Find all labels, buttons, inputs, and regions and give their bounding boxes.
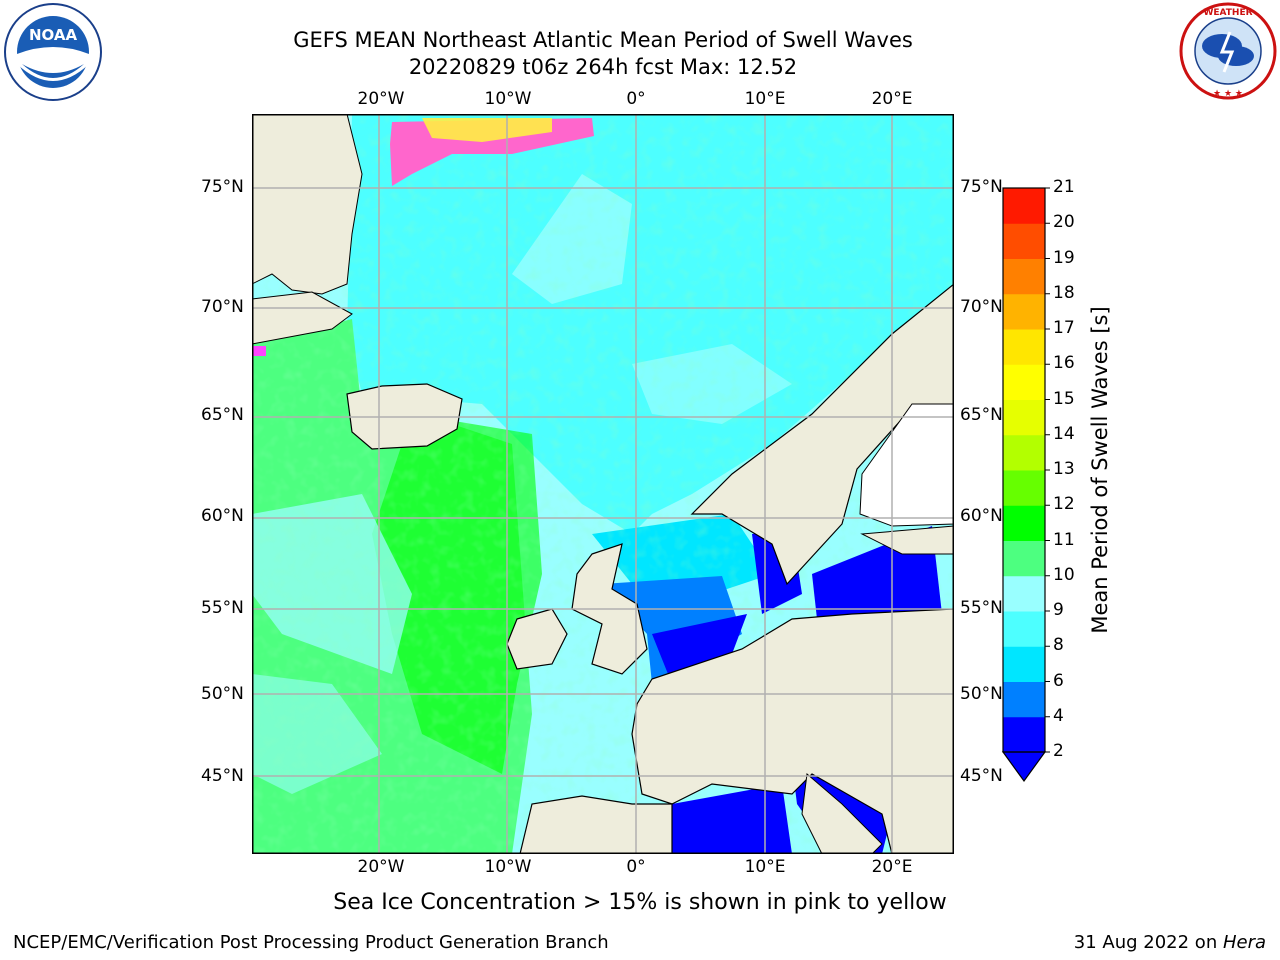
lat-label-right-75n: 75°N: [960, 177, 1003, 197]
colorbar-band: [1003, 223, 1045, 259]
colorbar-band: [1003, 716, 1045, 753]
noaa-logo: NOAA: [4, 3, 102, 101]
footer-credit: NCEP/EMC/Verification Post Processing Pr…: [13, 932, 609, 953]
colorbar-tick-label: 11: [1053, 529, 1075, 550]
lat-label-left-45n: 45°N: [201, 766, 244, 786]
colorbar-band: [1003, 329, 1045, 365]
colorbar-band: [1003, 188, 1045, 224]
colorbar-tick-label: 6: [1053, 670, 1064, 691]
colorbar-band: [1003, 258, 1045, 295]
bothnia-ice: [859, 403, 954, 527]
lat-label-left-65n: 65°N: [201, 405, 244, 425]
colorbar-band: [1003, 646, 1045, 682]
noaa-logo-text: NOAA: [29, 26, 78, 44]
chart-subtitle: 20220829 t06z 264h fcst Max: 12.52: [408, 55, 798, 79]
footer-date-text: 31 Aug 2022 on: [1073, 932, 1223, 953]
lon-label-bottom-10e: 10°E: [744, 857, 786, 877]
colorbar-band: [1003, 575, 1045, 612]
colorbar-band: [1003, 681, 1045, 718]
lon-label-bottom-20w: 20°W: [357, 857, 405, 877]
lon-label-bottom-10w: 10°W: [484, 857, 532, 877]
lat-label-left-70n: 70°N: [201, 297, 244, 317]
graticule: [252, 114, 954, 854]
colorbar-tick-label: 18: [1053, 282, 1075, 303]
lat-label-right-60n: 60°N: [960, 506, 1003, 526]
colorbar-extend-arrow: [1001, 751, 1047, 783]
colorbar-band: [1003, 364, 1045, 400]
colorbar: [1001, 187, 1050, 783]
nws-logo: WEATHER ★ ★ ★: [1179, 2, 1277, 100]
lat-label-right-55n: 55°N: [960, 598, 1003, 618]
colorbar-tick-label: 10: [1053, 564, 1075, 585]
lat-label-right-45n: 45°N: [960, 766, 1003, 786]
colorbar-tick-label: 21: [1053, 177, 1075, 197]
colorbar-tick-label: 8: [1053, 635, 1064, 656]
lat-label-left-60n: 60°N: [201, 506, 244, 526]
footer-date: 31 Aug 2022 on Hera: [1074, 932, 1266, 953]
colorbar-tick-label: 16: [1053, 353, 1075, 374]
lon-label-top-10e: 10°E: [744, 89, 786, 109]
lat-label-left-55n: 55°N: [201, 598, 244, 618]
colorbar-tick-label: 13: [1053, 459, 1075, 479]
colorbar-tick-label: 12: [1053, 494, 1075, 515]
continental-europe-land: [631, 608, 954, 854]
colorbar-band: [1003, 399, 1045, 436]
map-frame: [252, 114, 954, 854]
colorbar-tick-label: 20: [1053, 212, 1075, 233]
colorbar-tick-label: 14: [1053, 423, 1075, 444]
colorbar-tick-label: 2: [1053, 741, 1064, 761]
colorbar-band: [1003, 293, 1045, 330]
sea-ice-caption: Sea Ice Concentration > 15% is shown in …: [333, 890, 947, 915]
lat-label-left-50n: 50°N: [201, 684, 244, 704]
colorbar-tick-label: 4: [1053, 705, 1064, 726]
lon-label-top-20e: 20°E: [871, 89, 913, 109]
footer-host: Hera: [1222, 932, 1266, 953]
lat-label-right-65n: 65°N: [960, 405, 1003, 425]
colorbar-band: [1003, 505, 1045, 541]
lon-label-bottom-20e: 20°E: [871, 857, 913, 877]
colorbar-band: [1003, 611, 1045, 647]
colorbar-band: [1003, 540, 1045, 577]
chart-title: GEFS MEAN Northeast Atlantic Mean Period…: [293, 28, 913, 52]
svg-text:★ ★ ★: ★ ★ ★: [1213, 89, 1243, 99]
lon-label-bottom-0: 0°: [626, 857, 646, 877]
lat-label-right-70n: 70°N: [960, 297, 1003, 317]
svg-text:WEATHER: WEATHER: [1203, 8, 1252, 18]
lat-label-left-75n: 75°N: [201, 177, 244, 197]
colorbar-band: [1003, 434, 1045, 471]
italy-land: [801, 773, 883, 854]
lon-label-top-10w: 10°W: [484, 89, 532, 109]
sea-ice-yellow: [422, 118, 552, 142]
colorbar-title: Mean Period of Swell Waves [s]: [1088, 306, 1112, 634]
greenland-land: [252, 114, 363, 295]
colorbar-tick-label: 17: [1053, 318, 1075, 338]
colorbar-band: [1003, 470, 1045, 506]
mediterranean-blue: [672, 784, 792, 854]
colorbar-tick-label: 15: [1053, 388, 1075, 409]
lon-label-top-0: 0°: [626, 89, 646, 109]
colorbar-tick-label: 19: [1053, 247, 1075, 268]
lat-label-right-50n: 50°N: [960, 684, 1003, 704]
iberia-land: [519, 795, 673, 854]
map-panel: [252, 114, 954, 854]
colorbar-tick-label: 9: [1053, 600, 1064, 620]
lon-label-top-20w: 20°W: [357, 89, 405, 109]
